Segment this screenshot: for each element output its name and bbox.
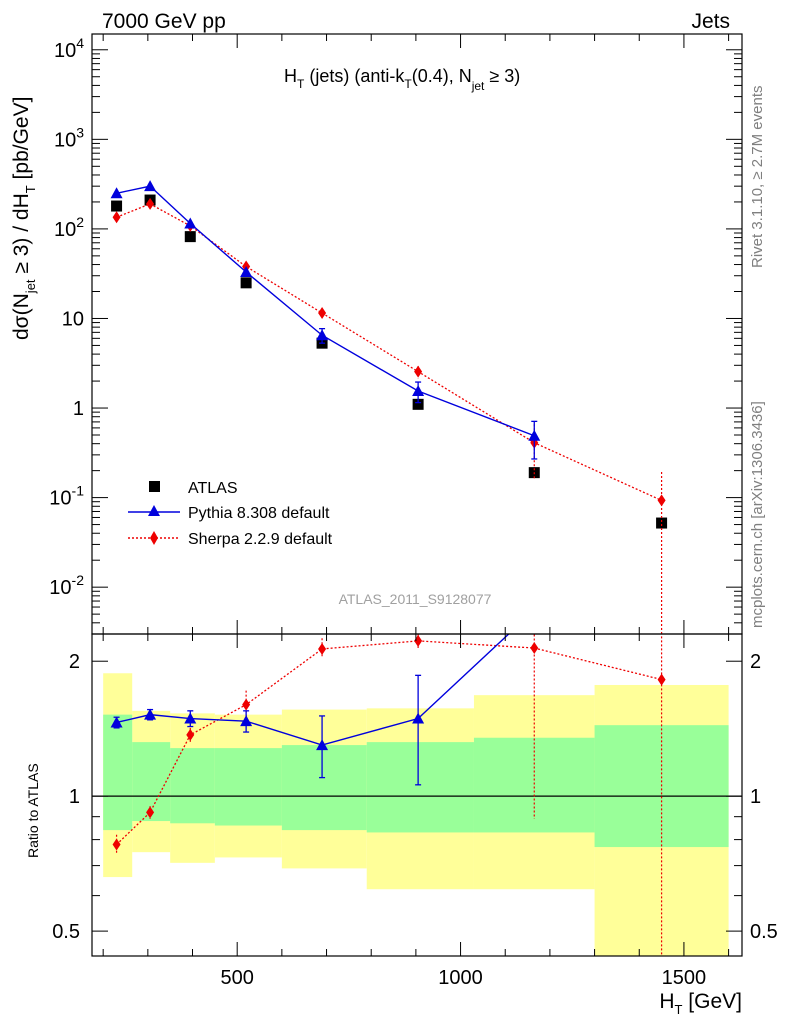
x-axis-label: HT [GeV] bbox=[659, 990, 742, 1017]
ratio-band-inner bbox=[214, 748, 282, 826]
atlas-data-point bbox=[111, 200, 123, 212]
analysis-watermark: ATLAS_2011_S9128077 bbox=[339, 591, 492, 607]
ratio-sherpa-point bbox=[146, 806, 155, 819]
legend-sherpa-label: Sherpa 2.2.9 default bbox=[188, 531, 333, 548]
atlas-data-point bbox=[184, 231, 196, 243]
ratio-pythia-point bbox=[184, 712, 197, 724]
y-tick-label: 10 bbox=[62, 308, 84, 330]
header-right-label: Jets bbox=[691, 10, 730, 33]
ratio-y-tick-label-right: 2 bbox=[750, 651, 761, 673]
main-plot-area bbox=[110, 180, 668, 634]
pythia-data-point bbox=[240, 266, 253, 278]
ratio-sherpa-point bbox=[318, 642, 327, 655]
axis-ticks: 500 1000 1500 10-2 10-1 1 10 102 103 104 0.5 0.5 1 1 2… bbox=[49, 34, 778, 989]
pythia-data-point bbox=[144, 180, 157, 192]
y-tick-label: 10-2 bbox=[49, 572, 84, 599]
ratio-pythia-point bbox=[412, 712, 425, 724]
x-tick-label: 1500 bbox=[662, 967, 707, 989]
sherpa-data-point bbox=[318, 307, 327, 320]
ratio-pythia-point bbox=[144, 708, 157, 720]
y-tick-label: 104 bbox=[54, 35, 84, 62]
ratio-sherpa-point bbox=[186, 728, 195, 741]
ratio-sherpa-point bbox=[112, 838, 121, 851]
ratio-pythia-point bbox=[240, 715, 253, 727]
y-tick-label: 103 bbox=[54, 124, 84, 151]
header-left-label: 7000 GeV pp bbox=[102, 10, 226, 33]
ratio-y-tick-label-right: 0.5 bbox=[750, 921, 778, 943]
atlas-data-point bbox=[412, 398, 424, 410]
sherpa-series-line bbox=[116, 203, 662, 502]
ratio-sherpa-point bbox=[414, 634, 423, 647]
ratio-y-tick-label: 1 bbox=[69, 786, 80, 808]
ratio-y-tick-label: 0.5 bbox=[52, 921, 80, 943]
sherpa-data-point bbox=[112, 211, 121, 224]
rivet-version-label: Rivet 3.1.10, ≥ 2.7M events bbox=[749, 86, 766, 269]
ratio-plot-frame bbox=[91, 633, 743, 957]
y-tick-label: 102 bbox=[54, 214, 84, 241]
y-axis-label: dσ(Njet ≥ 3) / dHT [pb/GeV] bbox=[10, 97, 38, 340]
sherpa-data-point bbox=[657, 494, 666, 507]
mcplots-label: mcplots.cern.ch [arXiv:1306.3436] bbox=[749, 401, 766, 628]
ratio-pythia-point bbox=[316, 739, 329, 751]
pythia-series-line bbox=[116, 185, 535, 437]
ratio-plot-area bbox=[92, 634, 742, 956]
pythia-data-point bbox=[184, 217, 197, 229]
legend-pythia-label: Pythia 8.308 default bbox=[188, 505, 330, 522]
ratio-y-tick-label: 2 bbox=[69, 651, 80, 673]
x-tick-label: 500 bbox=[221, 967, 254, 989]
pythia-data-point bbox=[110, 187, 123, 199]
plot-title: HT (jets) (anti-kT(0.4), Njet ≥ 3) bbox=[284, 66, 520, 93]
ratio-pythia-point bbox=[110, 716, 123, 728]
ratio-sherpa-point bbox=[530, 642, 539, 655]
ratio-band-inner bbox=[366, 742, 474, 833]
atlas-data-point bbox=[656, 517, 668, 529]
legend: ATLAS Pythia 8.308 default Sherpa 2.2.9 … bbox=[128, 480, 333, 548]
ratio-sherpa-line bbox=[116, 640, 662, 846]
pythia-data-point bbox=[316, 329, 329, 341]
ratio-sherpa-point bbox=[657, 673, 666, 686]
legend-pythia-marker bbox=[148, 505, 160, 516]
ratio-axis-label: Ratio to ATLAS bbox=[25, 763, 41, 858]
legend-atlas-marker bbox=[149, 481, 160, 492]
ratio-band-inner bbox=[132, 742, 171, 822]
ratio-y-tick-label-right: 1 bbox=[750, 786, 761, 808]
y-tick-label: 1 bbox=[73, 398, 84, 420]
ratio-band-inner bbox=[103, 714, 133, 831]
pythia-data-point bbox=[528, 429, 541, 441]
legend-sherpa-marker bbox=[150, 531, 158, 545]
pythia-data-point bbox=[412, 384, 425, 396]
y-tick-label: 10-1 bbox=[49, 483, 84, 510]
ratio-sherpa-point bbox=[242, 698, 251, 711]
ratio-band-inner bbox=[473, 737, 595, 833]
x-tick-label: 1000 bbox=[438, 967, 483, 989]
ratio-band-inner bbox=[281, 745, 367, 831]
legend-atlas-label: ATLAS bbox=[188, 480, 238, 497]
sherpa-data-point bbox=[146, 197, 155, 210]
sherpa-data-point bbox=[414, 365, 423, 378]
atlas-data-point bbox=[240, 277, 252, 289]
